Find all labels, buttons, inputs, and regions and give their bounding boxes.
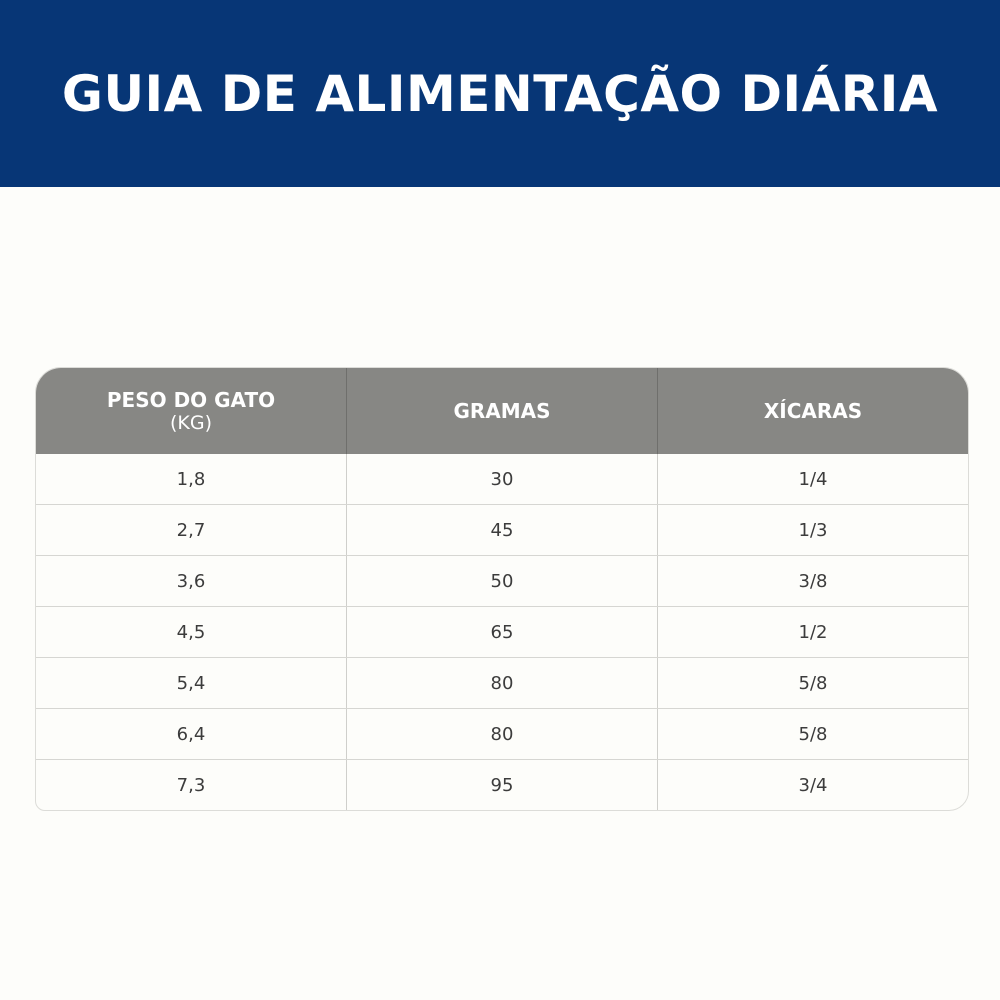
cell-grams: 45 — [347, 505, 658, 555]
page-title: GUIA DE ALIMENTAÇÃO DIÁRIA — [61, 64, 939, 123]
cell-weight: 2,7 — [36, 505, 347, 555]
cell-cups: 3/4 — [798, 774, 828, 796]
cell-cups: 5/8 — [798, 723, 828, 745]
header-grams: GRAMAS — [347, 368, 658, 454]
table-row: 4,5 65 1/2 — [36, 606, 968, 657]
cell-grams: 80 — [347, 709, 658, 759]
table-row: 7,3 95 3/4 — [36, 759, 968, 810]
header-cups: XÍCARAS — [658, 368, 968, 454]
cell-grams: 65 — [347, 607, 658, 657]
cell-grams: 30 — [347, 454, 658, 504]
table-row: 3,6 50 3/8 — [36, 555, 968, 606]
table-row: 5,4 80 5/8 — [36, 657, 968, 708]
header-weight-unit: (KG) — [169, 412, 212, 434]
cell-weight: 7,3 — [36, 760, 347, 810]
cell-cups: 1/3 — [798, 519, 828, 541]
cell-weight: 3,6 — [36, 556, 347, 606]
header-weight-label: PESO DO GATO — [106, 388, 276, 412]
cell-weight: 1,8 — [36, 454, 347, 504]
header-cups-label: XÍCARAS — [763, 399, 863, 423]
table-row: 2,7 45 1/3 — [36, 504, 968, 555]
cell-weight: 6,4 — [36, 709, 347, 759]
table-row: 6,4 80 5/8 — [36, 708, 968, 759]
cell-weight: 5,4 — [36, 658, 347, 708]
cell-weight: 4,5 — [36, 607, 347, 657]
cell-cups: 5/8 — [798, 672, 828, 694]
cell-grams: 50 — [347, 556, 658, 606]
table-header: PESO DO GATO (KG) GRAMAS XÍCARAS — [36, 368, 968, 454]
header-weight: PESO DO GATO (KG) — [36, 368, 347, 454]
header-grams-label: GRAMAS — [453, 399, 551, 423]
table-row: 1,8 30 1/4 — [36, 454, 968, 504]
cell-grams: 95 — [347, 760, 658, 810]
feeding-table: PESO DO GATO (KG) GRAMAS XÍCARAS 1,8 30 1/… — [35, 367, 969, 811]
title-banner: GUIA DE ALIMENTAÇÃO DIÁRIA — [0, 0, 1000, 187]
cell-cups: 3/8 — [798, 570, 828, 592]
cell-grams: 80 — [347, 658, 658, 708]
cell-cups: 1/4 — [798, 468, 828, 490]
cell-cups: 1/2 — [798, 621, 828, 643]
